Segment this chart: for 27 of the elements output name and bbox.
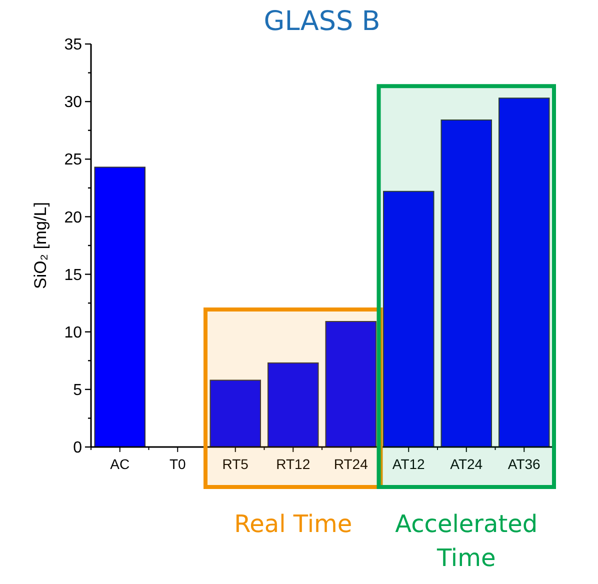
x-tick-label: RT12 (276, 456, 310, 472)
y-tick-label: 15 (64, 266, 82, 284)
bar (210, 380, 261, 448)
chart-title: GLASS B (264, 6, 380, 37)
x-tick-label: AT24 (450, 456, 483, 472)
band-label: Accelerated Time (395, 510, 538, 572)
x-tick-label: AT12 (392, 456, 426, 472)
y-tick-label: 10 (64, 324, 82, 342)
y-tick-label: 30 (64, 94, 82, 112)
x-tick-label: RT5 (222, 456, 249, 472)
band-label: Real Time (234, 510, 352, 538)
y-tick-label: 5 (73, 382, 82, 400)
bar (325, 320, 376, 448)
bar (268, 362, 319, 448)
x-tick-label: RT24 (334, 456, 368, 472)
y-tick-label: 0 (73, 440, 82, 457)
y-tick-label: 25 (64, 152, 82, 169)
bar (440, 119, 492, 448)
y-axis-title: SiO₂ [mg/L] (31, 202, 50, 289)
bar (498, 98, 550, 448)
x-tick-label: AC (110, 456, 130, 472)
x-tick-label: T0 (169, 456, 186, 472)
bar (94, 166, 146, 448)
bar (383, 190, 434, 448)
x-tick-label: AT36 (508, 456, 541, 472)
y-tick-label: 35 (64, 36, 82, 54)
y-tick-label: 20 (64, 209, 82, 226)
